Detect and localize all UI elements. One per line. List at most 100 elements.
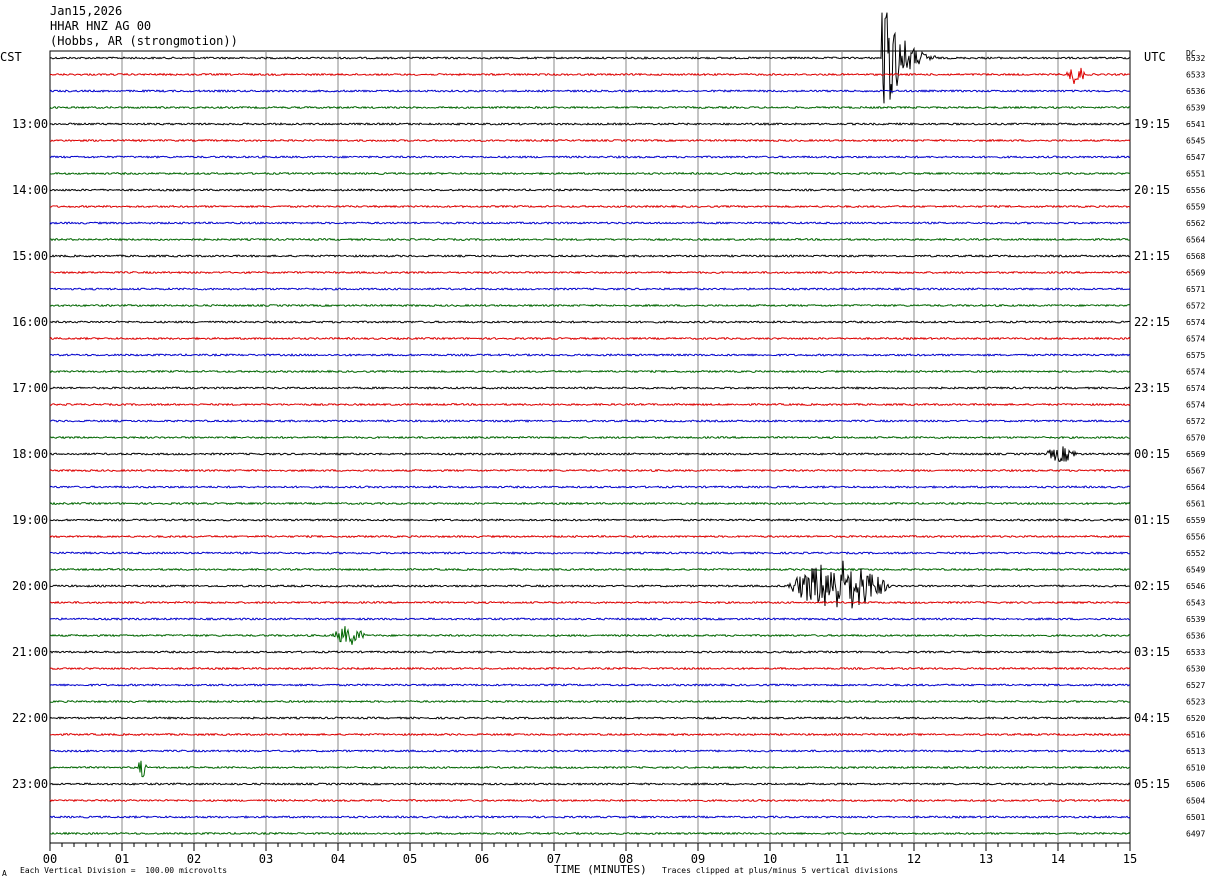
cst-hour-label: 19:00 bbox=[12, 513, 48, 527]
x-axis-ticks: 00 01 02 03 04 05 06 07 08 09 10 11 12 13 14 15 bbox=[43, 843, 1137, 866]
dc-offset-label: 6562 bbox=[1186, 219, 1205, 228]
trace-line bbox=[49, 386, 1131, 390]
trace-line bbox=[49, 353, 1131, 357]
header-station: HHAR HNZ AG 00 bbox=[50, 19, 152, 33]
trace-line bbox=[49, 320, 1131, 324]
header-date: Jan15,2026 bbox=[50, 4, 123, 18]
cst-label: CST bbox=[0, 50, 22, 64]
x-tick-label: 11 bbox=[835, 852, 849, 866]
dc-offset-label: 6510 bbox=[1186, 764, 1205, 773]
dc-offset-label: 6551 bbox=[1186, 170, 1205, 179]
dc-offset-label: 6547 bbox=[1186, 153, 1205, 162]
cst-hour-label: 17:00 bbox=[12, 381, 48, 395]
trace-line bbox=[49, 716, 1131, 720]
trace-line bbox=[49, 138, 1131, 143]
cst-hour-label: 14:00 bbox=[12, 183, 48, 197]
header-location: (Hobbs, AR (strongmotion)) bbox=[50, 34, 238, 48]
utc-hour-label: 20:15 bbox=[1134, 183, 1170, 197]
trace-line bbox=[49, 732, 1131, 737]
dc-offset-label: 6559 bbox=[1186, 516, 1205, 525]
x-tick-label: 13 bbox=[979, 852, 993, 866]
trace-line bbox=[49, 303, 1131, 308]
cst-hour-label: 16:00 bbox=[12, 315, 48, 329]
trace-line bbox=[49, 518, 1131, 522]
dc-offset-label: 6568 bbox=[1186, 252, 1205, 261]
dc-offset-label: 6559 bbox=[1186, 203, 1205, 212]
dc-offset-label: 6572 bbox=[1186, 302, 1205, 311]
clip-note: Traces clipped at plus/minus 5 vertical … bbox=[662, 866, 899, 875]
utc-hour-label: 01:15 bbox=[1134, 513, 1170, 527]
cst-hour-label: 22:00 bbox=[12, 711, 48, 725]
cst-hour-label: 15:00 bbox=[12, 249, 48, 263]
x-tick-label: 04 bbox=[331, 852, 345, 866]
trace-line bbox=[49, 221, 1131, 225]
dc-offset-label: 6536 bbox=[1186, 632, 1205, 641]
dc-offset-label: 6545 bbox=[1186, 137, 1205, 146]
x-tick-label: 07 bbox=[547, 852, 561, 866]
trace-line bbox=[49, 699, 1131, 704]
cst-hour-label: 13:00 bbox=[12, 117, 48, 131]
utc-hour-label: 22:15 bbox=[1134, 315, 1170, 329]
x-tick-label: 00 bbox=[43, 852, 57, 866]
trace-line bbox=[49, 155, 1131, 159]
trace-line bbox=[49, 760, 1131, 778]
trace-line bbox=[49, 683, 1131, 687]
plot-grid bbox=[49, 50, 1131, 844]
trace-line bbox=[49, 798, 1131, 803]
trace-line bbox=[49, 105, 1131, 110]
dc-offset-label: 6523 bbox=[1186, 698, 1205, 707]
dc-offset-label: 6571 bbox=[1186, 285, 1205, 294]
trace-line bbox=[49, 666, 1131, 671]
cst-hour-label: 20:00 bbox=[12, 579, 48, 593]
trace-line bbox=[49, 237, 1131, 242]
trace-line bbox=[49, 89, 1131, 93]
trace-line bbox=[49, 254, 1131, 258]
trace-line bbox=[49, 617, 1131, 621]
dc-offset-label: 6530 bbox=[1186, 665, 1205, 674]
dc-offset-label: 6572 bbox=[1186, 417, 1205, 426]
utc-hour-label: 03:15 bbox=[1134, 645, 1170, 659]
x-tick-label: 02 bbox=[187, 852, 201, 866]
dc-offset-label: 6506 bbox=[1186, 780, 1205, 789]
x-axis-label: TIME (MINUTES) bbox=[554, 863, 647, 876]
dc-offset-label: 6513 bbox=[1186, 747, 1205, 756]
dc-offset-label: 6497 bbox=[1186, 830, 1205, 839]
utc-hour-label: 00:15 bbox=[1134, 447, 1170, 461]
dc-offset-label: 6567 bbox=[1186, 467, 1205, 476]
dc-offset-label: 6569 bbox=[1186, 269, 1205, 278]
trace-line bbox=[49, 626, 1131, 645]
utc-label: UTC bbox=[1144, 50, 1166, 64]
x-tick-label: 05 bbox=[403, 852, 417, 866]
trace-line bbox=[49, 446, 1131, 462]
trace-line bbox=[49, 419, 1131, 423]
dc-offset-label: 6569 bbox=[1186, 450, 1205, 459]
trace-line bbox=[49, 749, 1131, 753]
dc-offset-label: 6574 bbox=[1186, 368, 1205, 377]
cst-hour-label: 21:00 bbox=[12, 645, 48, 659]
trace-line bbox=[49, 650, 1131, 654]
dc-offset-label: 6541 bbox=[1186, 120, 1205, 129]
dc-offset-label: 6574 bbox=[1186, 384, 1205, 393]
dc-offset-label: 6556 bbox=[1186, 186, 1205, 195]
dc-offset-label: 6543 bbox=[1186, 599, 1205, 608]
plot-frame bbox=[49, 50, 1131, 844]
dc-offset-label: 6575 bbox=[1186, 351, 1205, 360]
trace-line bbox=[49, 12, 1131, 104]
trace-line bbox=[49, 567, 1131, 572]
cst-hour-label: 23:00 bbox=[12, 777, 48, 791]
trace-line bbox=[49, 435, 1131, 440]
dc-label: DC bbox=[1186, 49, 1196, 58]
trace-line bbox=[49, 468, 1131, 473]
dc-offset-label: 6533 bbox=[1186, 71, 1205, 80]
trace-line bbox=[49, 204, 1131, 209]
x-tick-label: 10 bbox=[763, 852, 777, 866]
trace-line bbox=[49, 369, 1131, 374]
dc-offset-label: 6520 bbox=[1186, 714, 1205, 723]
x-tick-label: 01 bbox=[115, 852, 129, 866]
dc-offset-label: 6564 bbox=[1186, 236, 1205, 245]
dc-offset-label: 6556 bbox=[1186, 533, 1205, 542]
dc-offset-label: 6536 bbox=[1186, 87, 1205, 96]
dc-offset-label: 6533 bbox=[1186, 648, 1205, 657]
utc-hour-label: 21:15 bbox=[1134, 249, 1170, 263]
